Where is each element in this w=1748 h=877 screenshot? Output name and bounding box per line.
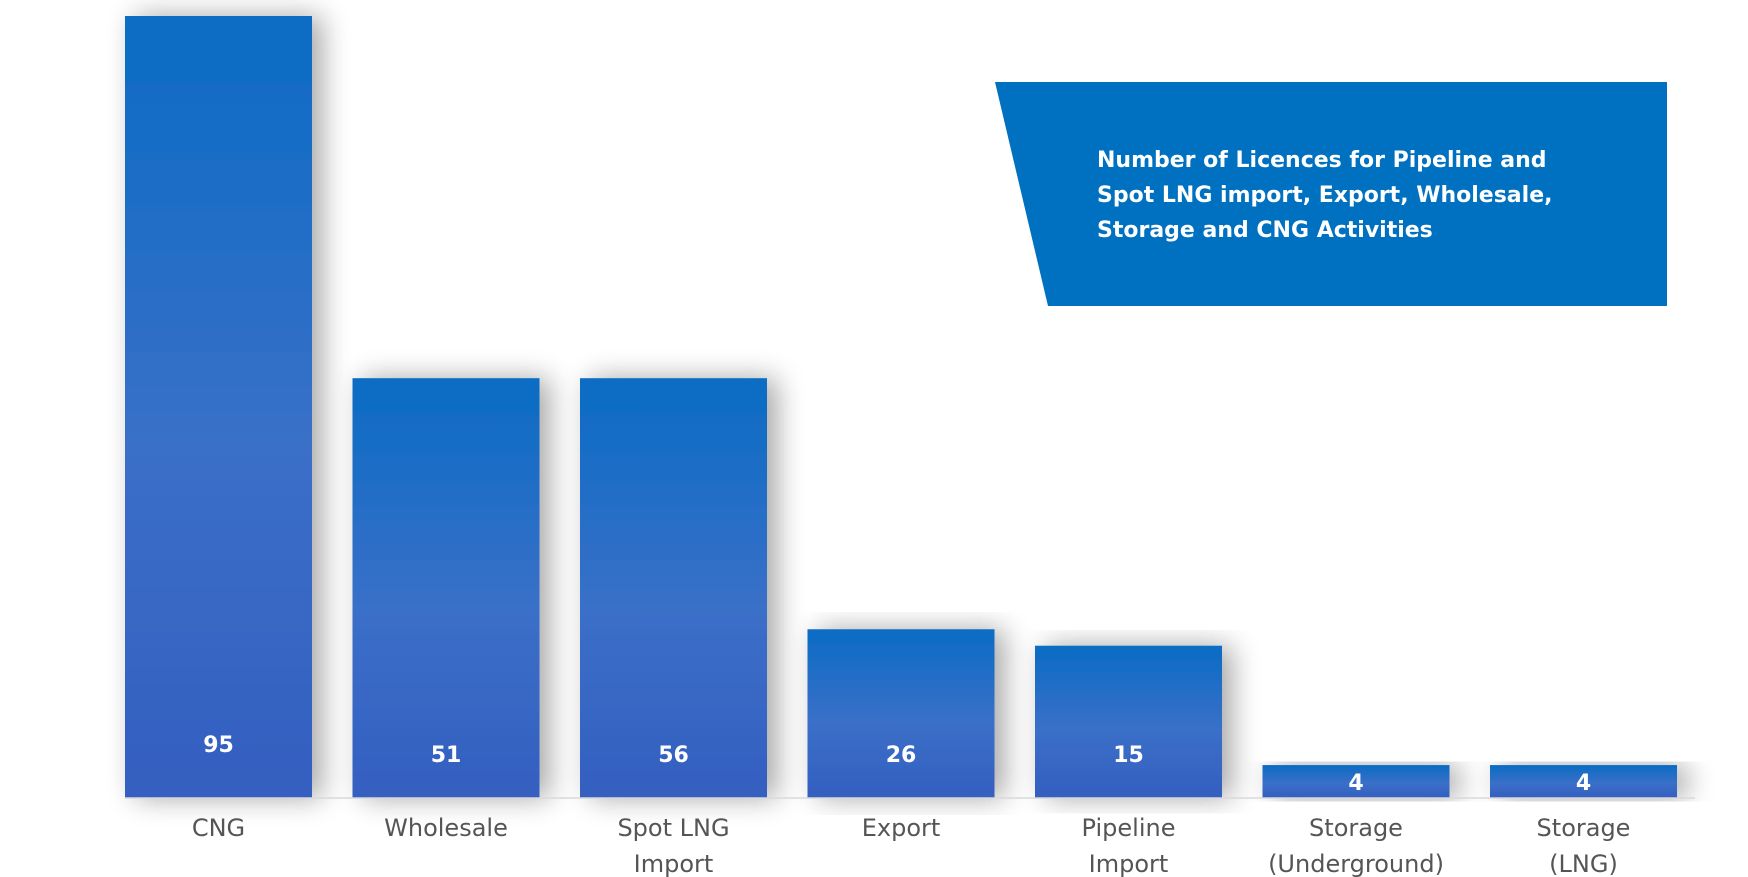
category-labels-group: CNG Wholesale Spot LNG Import Export Pipeline…	[192, 814, 1631, 877]
value-label-pipeline-import: 15	[1113, 743, 1144, 768]
chart-title-line-2: Spot LNG import, Export, Wholesale,	[1097, 183, 1552, 208]
category-label-pipeline-import: Pipeline Import	[1082, 814, 1176, 877]
category-label-storage-lng: Storage (LNG)	[1537, 814, 1631, 877]
category-label-line: Wholesale	[384, 814, 508, 842]
chart-title-box: Number of Licences for Pipeline and Spot…	[995, 82, 1667, 306]
value-labels-group: 95 51 56 26 15 4 4	[203, 733, 1591, 796]
category-label-line: Storage	[1309, 814, 1403, 842]
chart-title: Number of Licences for Pipeline and Spot…	[1097, 148, 1560, 243]
category-label-line: CNG	[192, 814, 245, 842]
category-label-line: Import	[634, 850, 714, 877]
value-label-spot-lng-import: 56	[658, 743, 689, 768]
category-label-line: Storage	[1537, 814, 1631, 842]
bar-pipeline-import	[1035, 645, 1222, 798]
bar-cng	[125, 16, 312, 798]
chart-title-line-1: Number of Licences for Pipeline and	[1097, 148, 1547, 173]
category-label-line: Pipeline	[1082, 814, 1176, 842]
value-label-storage-underground: 4	[1348, 771, 1363, 796]
bar-wholesale	[352, 378, 540, 798]
value-label-cng: 95	[203, 733, 234, 758]
category-label-export: Export	[862, 814, 941, 842]
category-label-line: (Underground)	[1268, 850, 1444, 877]
category-label-line: Import	[1089, 850, 1169, 877]
bar-spot-lng-import	[580, 378, 767, 798]
bar-storage-lng	[1490, 765, 1677, 798]
category-label-line: Spot LNG	[617, 814, 729, 842]
category-label-spot-lng-import: Spot LNG Import	[617, 814, 729, 877]
category-label-line: Export	[862, 814, 941, 842]
bars-group	[125, 16, 1677, 798]
bar-storage-underground	[1262, 765, 1450, 798]
category-label-cng: CNG	[192, 814, 245, 842]
category-label-wholesale: Wholesale	[384, 814, 508, 842]
chart-title-line-3: Storage and CNG Activities	[1097, 218, 1433, 243]
bar-export	[807, 629, 995, 798]
value-label-wholesale: 51	[431, 743, 462, 768]
value-label-export: 26	[886, 743, 917, 768]
category-label-storage-underground: Storage (Underground)	[1268, 814, 1444, 877]
value-label-storage-lng: 4	[1576, 771, 1591, 796]
category-label-line: (LNG)	[1549, 850, 1618, 877]
title-box-shape	[995, 82, 1667, 306]
